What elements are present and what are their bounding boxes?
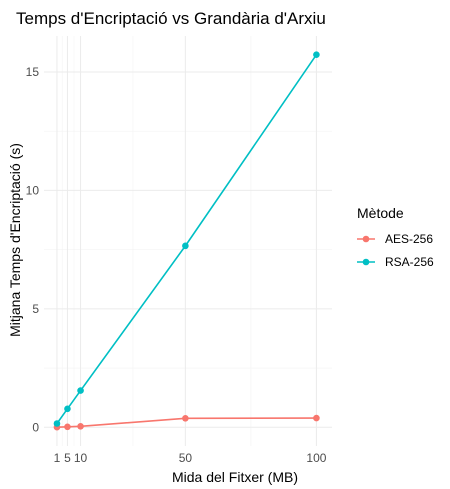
chart-title: Temps d'Encriptació vs Grandària d'Arxiu bbox=[16, 9, 326, 28]
x-tick-label: 100 bbox=[306, 451, 326, 465]
legend-label: RSA-256 bbox=[385, 255, 434, 269]
minor-gridlines bbox=[44, 36, 332, 446]
series-layer bbox=[53, 51, 320, 431]
x-axis-ticks: 1 5 10 50 100 bbox=[54, 451, 327, 465]
legend: Mètode AES-256 RSA-256 bbox=[357, 205, 434, 269]
data-point-aes-256 bbox=[313, 414, 320, 422]
legend-title: Mètode bbox=[357, 205, 404, 221]
legend-item-rsa-256: RSA-256 bbox=[357, 255, 434, 269]
data-point-aes-256 bbox=[64, 423, 71, 431]
data-point-rsa-256 bbox=[313, 51, 320, 59]
x-tick-label: 5 bbox=[64, 451, 71, 465]
legend-item-aes-256: AES-256 bbox=[357, 232, 433, 246]
data-point-rsa-256 bbox=[182, 242, 189, 250]
legend-key-point bbox=[362, 235, 370, 243]
legend-items: AES-256 RSA-256 bbox=[357, 232, 434, 269]
y-tick-label: 10 bbox=[26, 183, 40, 197]
series-aes-256 bbox=[53, 414, 320, 431]
major-gridlines bbox=[44, 36, 332, 446]
plot-panel bbox=[44, 36, 332, 446]
y-tick-label: 15 bbox=[26, 65, 40, 79]
y-tick-label: 0 bbox=[32, 420, 39, 434]
data-point-aes-256 bbox=[182, 414, 189, 422]
legend-label: AES-256 bbox=[385, 232, 433, 246]
series-rsa-256 bbox=[53, 51, 320, 427]
data-point-aes-256 bbox=[77, 423, 84, 430]
x-axis-title: Mida del Fitxer (MB) bbox=[172, 469, 298, 485]
y-tick-label: 5 bbox=[32, 302, 39, 316]
x-tick-label: 50 bbox=[179, 451, 193, 465]
x-tick-label: 1 bbox=[54, 451, 61, 465]
legend-key-point bbox=[362, 258, 370, 266]
y-axis-ticks: 0 5 10 15 bbox=[26, 65, 40, 434]
x-tick-label: 10 bbox=[74, 451, 88, 465]
data-point-rsa-256 bbox=[53, 420, 61, 427]
y-axis-title: Mitjana Temps d'Encriptació (s) bbox=[7, 143, 23, 337]
data-point-rsa-256 bbox=[77, 387, 84, 394]
data-point-rsa-256 bbox=[64, 405, 71, 413]
